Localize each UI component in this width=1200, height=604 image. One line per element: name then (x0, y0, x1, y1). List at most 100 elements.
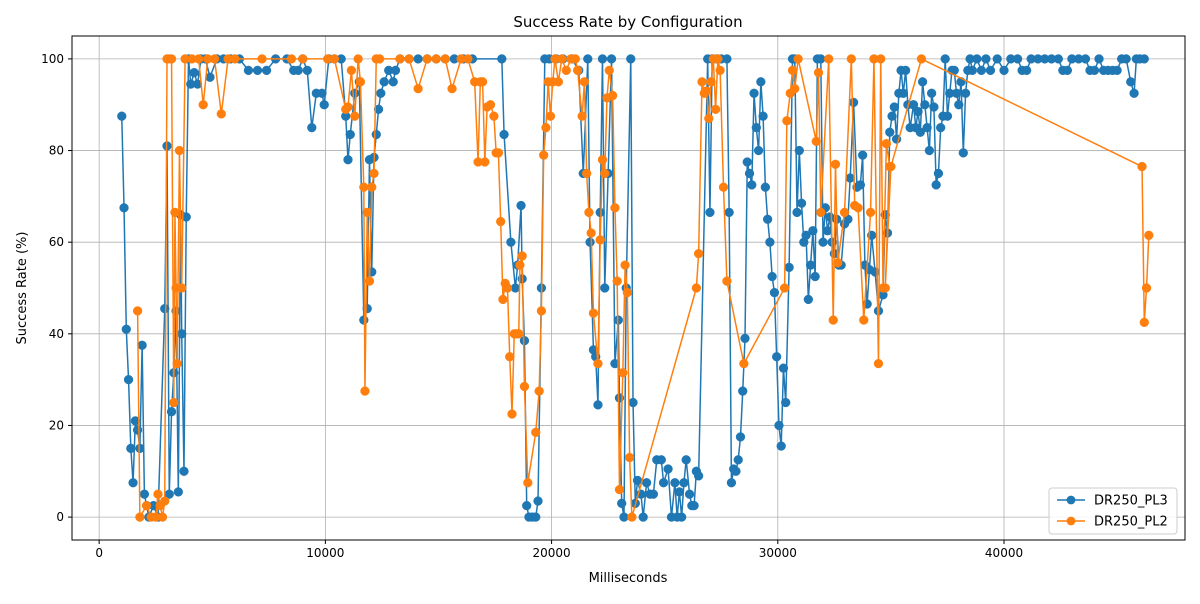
data-point (600, 283, 610, 293)
data-point (622, 287, 633, 298)
data-point (731, 466, 741, 476)
data-point (166, 54, 177, 64)
data-point (765, 237, 775, 247)
x-tick-label: 30000 (759, 546, 797, 560)
data-point (117, 111, 127, 121)
data-point (153, 489, 163, 499)
data-point (617, 498, 627, 509)
data-point (346, 65, 357, 76)
data-point (735, 432, 746, 442)
data-point (760, 182, 771, 192)
data-point (612, 276, 622, 286)
data-series (117, 54, 1154, 522)
data-point (375, 54, 385, 64)
data-point (505, 352, 515, 362)
data-point (1053, 54, 1063, 64)
data-point (588, 308, 599, 318)
data-point (350, 88, 360, 98)
data-point (816, 54, 826, 64)
data-point (360, 386, 370, 396)
data-point (772, 352, 782, 362)
data-point (585, 237, 595, 247)
data-point (597, 155, 608, 165)
data-point (1089, 65, 1100, 76)
data-point (142, 500, 152, 511)
data-point (992, 54, 1002, 64)
data-point (776, 441, 786, 451)
y-tick-label: 40 (49, 327, 64, 341)
data-point (489, 111, 499, 121)
data-point (121, 324, 131, 334)
data-point (626, 54, 636, 64)
data-point (522, 500, 532, 511)
data-point (865, 207, 876, 218)
data-point (364, 276, 375, 286)
legend-label: DR250_PL3 (1094, 494, 1168, 509)
data-point (413, 84, 423, 94)
data-point (658, 478, 669, 488)
data-point (876, 54, 886, 64)
data-point (857, 150, 868, 160)
data-point (705, 207, 715, 218)
data-point (170, 207, 180, 218)
data-point (1062, 65, 1073, 76)
data-point (1121, 54, 1131, 64)
series-DR250_PL2 (132, 54, 1154, 522)
data-point (531, 427, 541, 437)
data-point (670, 478, 680, 488)
data-point (793, 54, 803, 64)
data-point (584, 207, 594, 218)
data-point (715, 65, 725, 76)
data-point (753, 145, 764, 156)
data-point (132, 306, 143, 316)
plot-area-frame (71, 35, 1186, 541)
data-point (954, 100, 964, 110)
data-point (848, 97, 859, 108)
data-point (545, 111, 556, 121)
legend-label: DR250_PL2 (1094, 515, 1168, 530)
data-point (1139, 317, 1149, 328)
data-point (618, 368, 628, 378)
data-point (577, 111, 587, 121)
data-point (128, 478, 138, 488)
data-point (981, 54, 991, 64)
data-point (744, 168, 755, 179)
data-point (502, 283, 513, 293)
data-point (801, 230, 811, 240)
data-point (828, 315, 838, 325)
data-point (900, 65, 911, 76)
data-point (293, 65, 303, 76)
data-point (787, 65, 798, 76)
data-point (898, 88, 909, 98)
data-point (350, 111, 360, 121)
data-point (173, 487, 183, 497)
data-point (689, 500, 699, 511)
data-point (379, 77, 389, 87)
data-point (1080, 54, 1091, 64)
data-point (999, 65, 1009, 76)
data-point (816, 207, 826, 218)
x-tick-label: 10000 (306, 546, 344, 560)
data-point (160, 303, 170, 314)
data-point (794, 145, 804, 156)
data-point (808, 226, 818, 236)
data-point (1126, 77, 1136, 87)
x-tick-label: 40000 (985, 546, 1023, 560)
data-point (924, 145, 935, 156)
data-point (216, 109, 226, 119)
data-point (209, 54, 220, 64)
data-point (539, 150, 549, 160)
x-axis-label: Milliseconds (589, 571, 668, 586)
data-point (679, 478, 689, 488)
data-point (463, 54, 473, 64)
data-point (931, 180, 941, 190)
data-point (751, 122, 761, 133)
legend-marker-icon (1066, 495, 1076, 505)
data-point (619, 512, 629, 522)
data-point (674, 487, 685, 497)
data-point (922, 122, 932, 133)
data-point (510, 283, 521, 293)
data-point (627, 512, 637, 522)
data-point (499, 129, 509, 140)
